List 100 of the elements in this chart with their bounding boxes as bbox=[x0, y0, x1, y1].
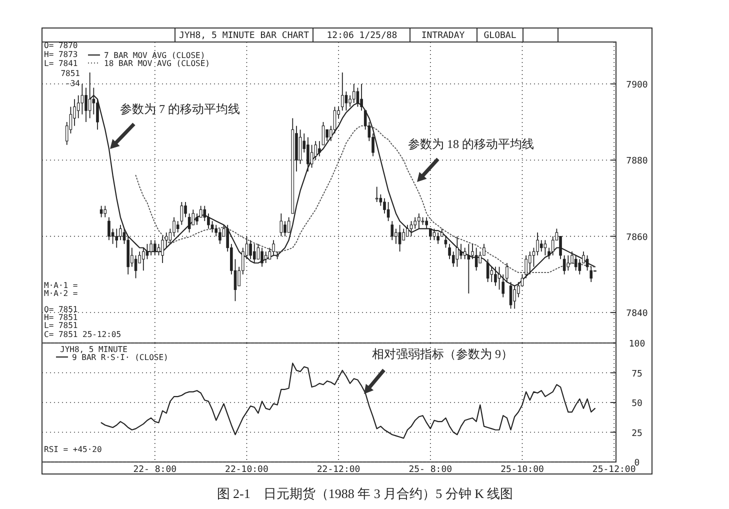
candlestick bbox=[551, 236, 554, 256]
candlestick bbox=[460, 243, 462, 260]
x-tick-label: 22-12:00 bbox=[316, 465, 360, 475]
candlestick bbox=[104, 205, 107, 218]
candlestick bbox=[524, 254, 528, 279]
candlestick bbox=[410, 220, 413, 237]
annotation: -34 bbox=[66, 79, 80, 88]
candlestick bbox=[559, 236, 562, 260]
candlestick bbox=[284, 220, 286, 237]
legend-label: 18 BAR MOV AVG (CLOSE) bbox=[104, 59, 210, 68]
candlestick bbox=[108, 216, 110, 241]
candlestick bbox=[578, 258, 582, 275]
candlestick bbox=[490, 266, 494, 282]
candlestick bbox=[562, 254, 566, 275]
candlestick bbox=[188, 213, 191, 233]
candlestick bbox=[398, 224, 402, 252]
candlestick bbox=[383, 198, 386, 214]
candlestick bbox=[394, 228, 398, 244]
x-tick-label: 22-10:00 bbox=[225, 465, 268, 475]
candlestick bbox=[436, 232, 440, 244]
candlestick bbox=[287, 216, 290, 233]
annotation: H= 7851 bbox=[44, 313, 78, 322]
chart-title: JYH8, 5 MINUTE bbox=[60, 345, 128, 354]
candlestick bbox=[203, 205, 206, 222]
candlestick bbox=[340, 72, 344, 112]
candlestick bbox=[100, 205, 103, 218]
candlestick bbox=[184, 202, 187, 218]
candlestick bbox=[157, 243, 160, 256]
text: 12:06 1/25/88 bbox=[326, 31, 398, 41]
legend-label: 9 BAR R·S·I· (CLOSE) bbox=[72, 353, 168, 362]
text: INTRADAY bbox=[421, 31, 466, 41]
candlestick bbox=[96, 98, 99, 130]
candlestick bbox=[146, 243, 149, 260]
annotation: RSI = +45·20 bbox=[44, 445, 102, 454]
candlestick bbox=[84, 87, 88, 122]
candlestick bbox=[478, 251, 482, 264]
candlestick bbox=[280, 213, 283, 237]
candlestick bbox=[406, 224, 409, 237]
candlestick bbox=[425, 216, 428, 230]
y-tick-label: 7860 bbox=[626, 232, 648, 243]
candlestick bbox=[252, 243, 256, 264]
y-tick-label: 100 bbox=[628, 340, 646, 350]
y-tick-label: 25 bbox=[632, 428, 642, 439]
candlestick bbox=[207, 213, 210, 230]
x-tick-label: 22- 8:00 bbox=[133, 465, 177, 475]
candlestick bbox=[429, 228, 432, 241]
candlestick bbox=[570, 251, 574, 264]
candlestick bbox=[298, 129, 302, 164]
candlestick bbox=[214, 224, 218, 237]
annotation: C= 7851 25-12:05 bbox=[44, 330, 122, 339]
candlestick bbox=[218, 228, 222, 244]
annotation: 相对强弱指标（参数为 9） bbox=[372, 347, 513, 361]
candlestick bbox=[444, 236, 448, 248]
candlestick bbox=[306, 136, 310, 172]
candlestick bbox=[590, 266, 593, 282]
candlestick bbox=[418, 213, 420, 230]
candlestick bbox=[566, 254, 570, 272]
candlestick bbox=[314, 140, 318, 161]
candlestick bbox=[119, 224, 122, 241]
x-tick-label: 25- 8:00 bbox=[408, 465, 452, 475]
candlestick bbox=[153, 240, 156, 256]
annotation: 7851 bbox=[60, 69, 80, 78]
line-series bbox=[100, 362, 596, 439]
candlestick bbox=[318, 140, 321, 157]
candlestick bbox=[402, 228, 406, 241]
candlestick bbox=[544, 240, 547, 256]
candlestick bbox=[80, 83, 84, 115]
candlestick bbox=[536, 232, 539, 256]
y-tick-label: 7900 bbox=[626, 80, 648, 90]
annotation: 参数为 18 的移动平均线 bbox=[408, 137, 534, 151]
candlestick bbox=[256, 243, 260, 260]
candlestick bbox=[486, 258, 490, 282]
y-tick-label: 7880 bbox=[626, 156, 648, 167]
candlestick bbox=[249, 240, 252, 260]
candlestick bbox=[115, 228, 118, 248]
candlestick bbox=[150, 240, 152, 256]
candlestick bbox=[161, 236, 164, 264]
candlestick bbox=[326, 129, 328, 142]
candlestick bbox=[196, 213, 198, 226]
candlestick bbox=[310, 144, 314, 168]
annotation: O= 7870 bbox=[44, 41, 78, 50]
annotation: H= 7873 bbox=[44, 50, 78, 59]
x-tick-label: 25-12:00 bbox=[592, 465, 636, 475]
y-tick-label: 50 bbox=[632, 399, 642, 409]
candlestick bbox=[390, 220, 394, 241]
caption: 图 2-1 日元期货（1988 年 3 月合约）5 分钟 K 线图 bbox=[216, 486, 514, 501]
candlestick bbox=[210, 220, 214, 233]
annotation: 参数为 7 的移动平均线 bbox=[120, 102, 240, 116]
y-tick-label: 75 bbox=[632, 369, 642, 380]
candlestick bbox=[528, 251, 532, 275]
candlestick bbox=[506, 262, 508, 282]
y-tick-label: 7840 bbox=[626, 309, 648, 320]
candlestick bbox=[540, 240, 543, 252]
annotation: O= 7851 bbox=[44, 305, 78, 314]
candlestick bbox=[73, 98, 76, 126]
candlestick bbox=[260, 247, 264, 268]
x-tick-label: 25-10:00 bbox=[500, 465, 544, 475]
legend-label: 7 BAR MOV AVG (CLOSE) bbox=[104, 51, 206, 60]
text: GLOBAL bbox=[484, 31, 516, 41]
candlestick bbox=[142, 247, 145, 272]
